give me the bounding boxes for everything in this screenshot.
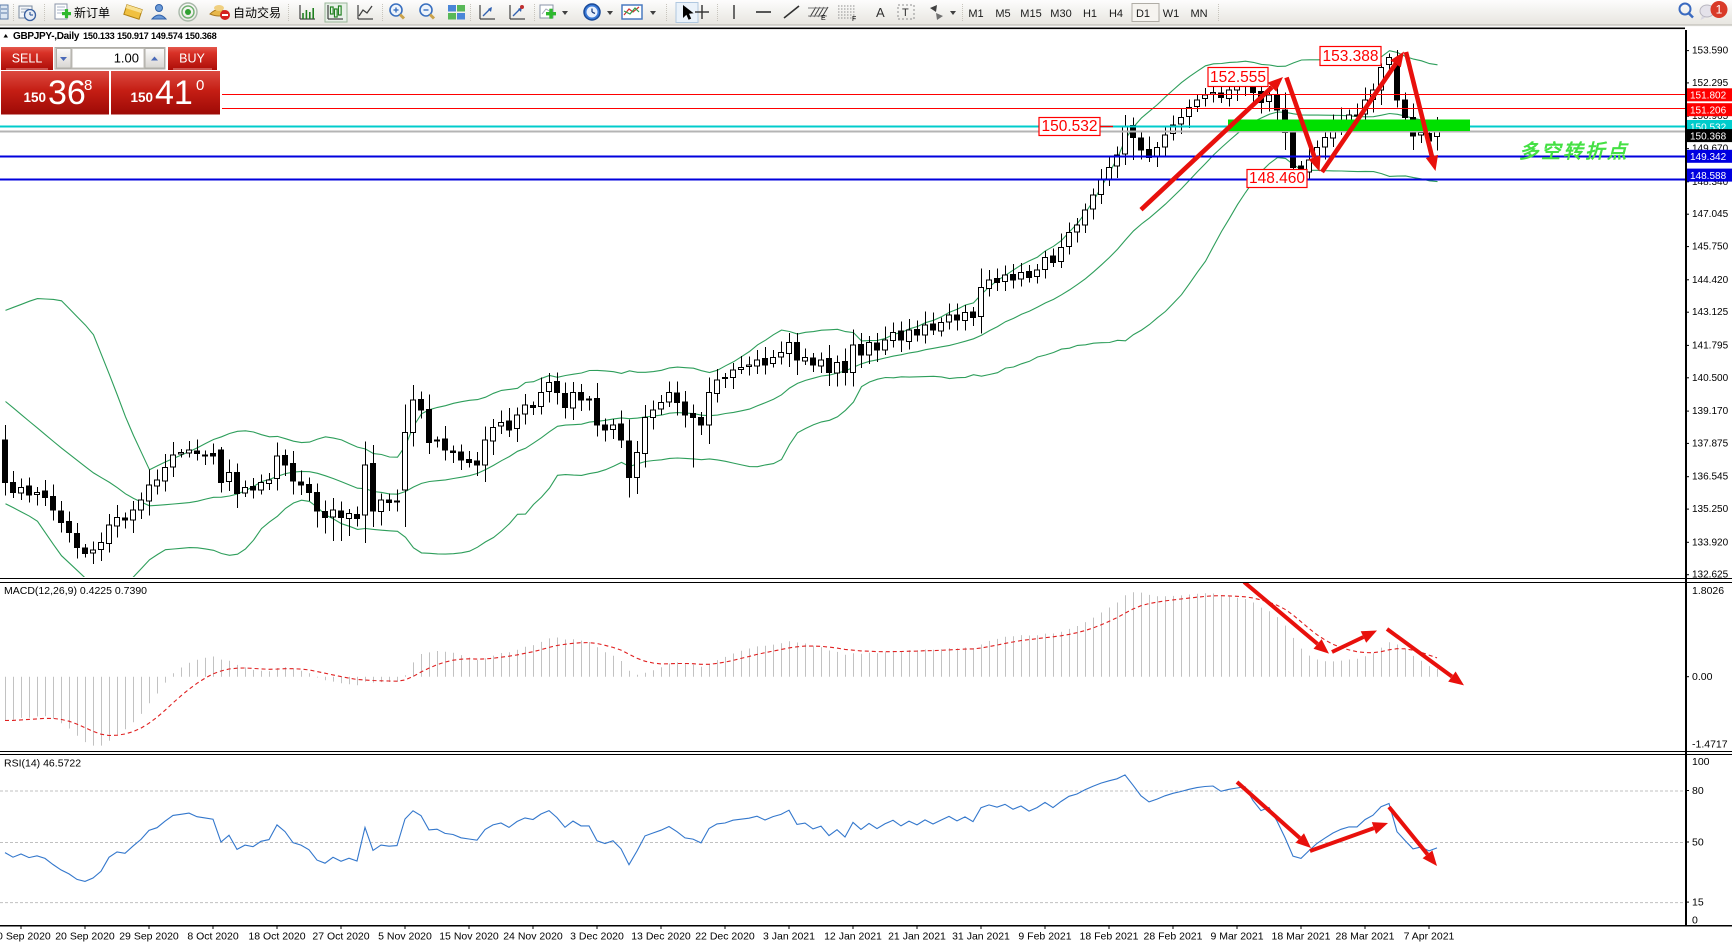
svg-text:多空转折点: 多空转折点 bbox=[1519, 141, 1629, 163]
svg-text:E: E bbox=[821, 15, 826, 22]
svg-text:H1: H1 bbox=[1083, 8, 1097, 20]
svg-text:150.965: 150.965 bbox=[1692, 111, 1729, 122]
svg-text:GBPJPY-,Daily: GBPJPY-,Daily bbox=[13, 31, 80, 42]
svg-text:8: 8 bbox=[84, 77, 92, 94]
svg-text:RSI(14) 46.5722: RSI(14) 46.5722 bbox=[4, 758, 81, 770]
svg-text:3 Jan 2021: 3 Jan 2021 bbox=[763, 931, 815, 943]
svg-text:133.920: 133.920 bbox=[1692, 537, 1729, 548]
svg-text:-1.4717: -1.4717 bbox=[1692, 739, 1728, 751]
svg-text:18 Mar 2021: 18 Mar 2021 bbox=[1272, 931, 1331, 943]
svg-text:24 Nov 2020: 24 Nov 2020 bbox=[503, 931, 563, 943]
svg-text:A: A bbox=[876, 5, 885, 20]
svg-text:BUY: BUY bbox=[179, 52, 205, 66]
svg-text:20 Sep 2020: 20 Sep 2020 bbox=[55, 931, 115, 943]
svg-text:150.368: 150.368 bbox=[1690, 131, 1727, 142]
svg-text:150.133: 150.133 bbox=[83, 31, 115, 41]
svg-text:1: 1 bbox=[1716, 3, 1723, 17]
svg-text:151.206: 151.206 bbox=[1690, 106, 1727, 117]
svg-text:28 Feb 2021: 28 Feb 2021 bbox=[1144, 931, 1203, 943]
svg-text:12 Jan 2021: 12 Jan 2021 bbox=[824, 931, 882, 943]
svg-text:10 Sep 2020: 10 Sep 2020 bbox=[0, 931, 51, 943]
svg-text:147.045: 147.045 bbox=[1692, 209, 1729, 220]
svg-text:41: 41 bbox=[155, 74, 193, 112]
svg-text:136.545: 136.545 bbox=[1692, 472, 1729, 483]
svg-text:22 Dec 2020: 22 Dec 2020 bbox=[695, 931, 755, 943]
svg-text:5 Nov 2020: 5 Nov 2020 bbox=[378, 931, 432, 943]
svg-text:H4: H4 bbox=[1109, 8, 1123, 20]
svg-text:141.795: 141.795 bbox=[1692, 340, 1729, 351]
svg-text:9 Feb 2021: 9 Feb 2021 bbox=[1018, 931, 1071, 943]
svg-text:148.588: 148.588 bbox=[1690, 171, 1727, 182]
svg-text:D1: D1 bbox=[1136, 8, 1150, 20]
svg-text:149.574: 149.574 bbox=[151, 31, 184, 41]
svg-text:M1: M1 bbox=[968, 8, 983, 20]
svg-text:29 Sep 2020: 29 Sep 2020 bbox=[119, 931, 179, 943]
svg-text:MACD(12,26,9) 0.4225 0.7390: MACD(12,26,9) 0.4225 0.7390 bbox=[4, 585, 147, 597]
svg-text:0: 0 bbox=[196, 77, 204, 94]
svg-text:9 Mar 2021: 9 Mar 2021 bbox=[1210, 931, 1263, 943]
svg-text:7 Apr 2021: 7 Apr 2021 bbox=[1404, 931, 1455, 943]
svg-text:T: T bbox=[902, 7, 909, 19]
svg-text:150.917: 150.917 bbox=[117, 31, 149, 41]
svg-text:36: 36 bbox=[48, 74, 86, 112]
svg-text:150: 150 bbox=[130, 90, 153, 105]
svg-text:152.295: 152.295 bbox=[1692, 78, 1729, 89]
svg-text:145.750: 145.750 bbox=[1692, 242, 1729, 253]
svg-text:1.00: 1.00 bbox=[114, 51, 139, 66]
svg-text:18 Oct 2020: 18 Oct 2020 bbox=[248, 931, 305, 943]
svg-text:自动交易: 自动交易 bbox=[233, 5, 281, 20]
svg-text:27 Oct 2020: 27 Oct 2020 bbox=[312, 931, 369, 943]
svg-text:W1: W1 bbox=[1163, 8, 1180, 20]
svg-text:M30: M30 bbox=[1050, 8, 1071, 20]
svg-text:153.388: 153.388 bbox=[1322, 48, 1378, 65]
svg-text:15 Nov 2020: 15 Nov 2020 bbox=[439, 931, 499, 943]
svg-text:135.250: 135.250 bbox=[1692, 504, 1729, 515]
svg-text:0: 0 bbox=[1692, 915, 1698, 927]
svg-text:13 Dec 2020: 13 Dec 2020 bbox=[631, 931, 691, 943]
svg-text:151.802: 151.802 bbox=[1690, 91, 1727, 102]
svg-text:148.460: 148.460 bbox=[1249, 170, 1305, 187]
svg-text:149.342: 149.342 bbox=[1690, 152, 1727, 163]
svg-text:152.555: 152.555 bbox=[1210, 69, 1266, 86]
svg-text:1.8026: 1.8026 bbox=[1692, 585, 1724, 597]
svg-text:8 Oct 2020: 8 Oct 2020 bbox=[187, 931, 239, 943]
svg-text:140.500: 140.500 bbox=[1692, 373, 1729, 384]
svg-text:149.670: 149.670 bbox=[1692, 144, 1729, 155]
svg-text:F: F bbox=[852, 16, 856, 23]
svg-text:15: 15 bbox=[1692, 897, 1704, 909]
svg-text:150.368: 150.368 bbox=[185, 31, 217, 41]
svg-text:143.125: 143.125 bbox=[1692, 307, 1729, 318]
svg-text:144.420: 144.420 bbox=[1692, 275, 1729, 286]
svg-text:M15: M15 bbox=[1020, 8, 1041, 20]
svg-text:150: 150 bbox=[23, 90, 46, 105]
svg-text:21 Jan 2021: 21 Jan 2021 bbox=[888, 931, 946, 943]
svg-text:31 Jan 2021: 31 Jan 2021 bbox=[952, 931, 1010, 943]
svg-text:新订单: 新订单 bbox=[74, 5, 110, 20]
svg-text:80: 80 bbox=[1692, 785, 1704, 797]
svg-text:MN: MN bbox=[1190, 8, 1207, 20]
svg-text:18 Feb 2021: 18 Feb 2021 bbox=[1080, 931, 1139, 943]
svg-text:148.340: 148.340 bbox=[1692, 177, 1729, 188]
svg-text:3 Dec 2020: 3 Dec 2020 bbox=[570, 931, 624, 943]
svg-text:28 Mar 2021: 28 Mar 2021 bbox=[1336, 931, 1395, 943]
svg-text:137.875: 137.875 bbox=[1692, 438, 1729, 449]
svg-text:0.00: 0.00 bbox=[1692, 671, 1713, 683]
svg-text:132.625: 132.625 bbox=[1692, 570, 1729, 581]
svg-text:100: 100 bbox=[1692, 756, 1710, 768]
svg-text:150.532: 150.532 bbox=[1690, 122, 1727, 133]
svg-text:139.170: 139.170 bbox=[1692, 406, 1729, 417]
svg-text:150.532: 150.532 bbox=[1041, 118, 1097, 135]
svg-text:153.590: 153.590 bbox=[1692, 46, 1729, 57]
svg-text:M5: M5 bbox=[995, 8, 1010, 20]
svg-text:SELL: SELL bbox=[12, 52, 43, 66]
svg-text:50: 50 bbox=[1692, 837, 1704, 849]
